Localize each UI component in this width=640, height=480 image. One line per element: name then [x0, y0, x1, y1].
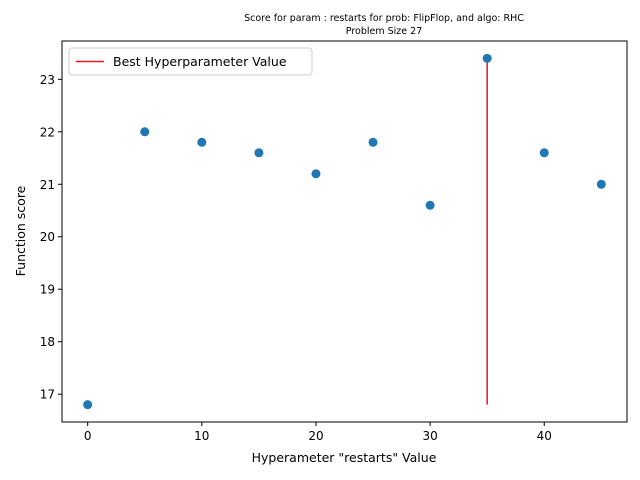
y-tick-label: 17	[40, 388, 55, 402]
data-point	[539, 148, 549, 158]
x-axis-label: Hyperameter "restarts" Value	[252, 450, 437, 465]
x-tick-label: 10	[194, 429, 209, 443]
data-point	[83, 400, 93, 410]
x-axis-ticks: 0 10 20 30 40	[84, 422, 552, 443]
data-points	[83, 53, 606, 410]
y-tick-label: 20	[40, 230, 55, 244]
legend: Best Hyperparameter Value	[68, 47, 313, 76]
data-point	[596, 179, 606, 189]
x-tick-label: 40	[537, 429, 552, 443]
y-tick-label: 18	[40, 335, 55, 349]
y-tick-label: 23	[40, 73, 55, 87]
chart-title: Score for param : restarts for prob: Fli…	[244, 13, 524, 24]
y-axis-ticks: 17 18 19 20 21 22 23	[40, 73, 62, 402]
plot-frame	[61, 40, 628, 423]
data-point	[197, 137, 207, 147]
y-axis-label: Function score	[13, 185, 28, 276]
data-point	[254, 148, 264, 158]
y-tick-label: 19	[40, 283, 55, 297]
chart-subtitle: Problem Size 27	[346, 26, 422, 37]
y-tick-label: 22	[40, 125, 55, 139]
x-tick-label: 0	[84, 429, 92, 443]
x-tick-label: 30	[422, 429, 437, 443]
data-point	[482, 53, 492, 63]
data-point	[368, 137, 378, 147]
legend-label: Best Hyperparameter Value	[113, 54, 287, 69]
y-tick-label: 21	[40, 178, 55, 192]
legend-box	[68, 47, 313, 76]
data-point	[311, 169, 321, 179]
data-point	[425, 200, 435, 210]
data-point	[140, 127, 150, 137]
x-tick-label: 20	[308, 429, 323, 443]
